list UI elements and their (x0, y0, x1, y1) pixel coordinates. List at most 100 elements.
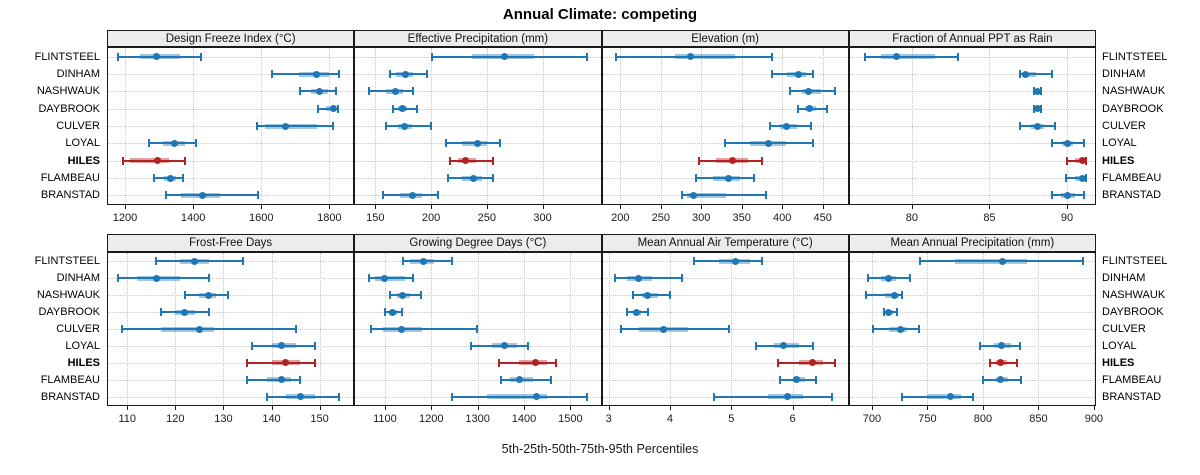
gridline-horizontal (602, 362, 848, 364)
median-dot-hiles (531, 359, 539, 367)
whisker-cap (449, 156, 451, 165)
axis-tick-label: 5 (728, 413, 735, 425)
percentile-range-daybrook (317, 107, 339, 110)
site-label-left-loyal: LOYAL (65, 339, 100, 352)
whisker-cap (147, 139, 150, 148)
median-dot-nashwauk (805, 87, 813, 95)
whisker-cap (497, 358, 500, 367)
axis-tick-label: 1500 (558, 413, 583, 425)
axis-tick (570, 406, 572, 410)
percentile-range-branstad (165, 194, 258, 197)
whisker-cap (1018, 341, 1021, 350)
gridline-horizontal (849, 362, 1095, 364)
whisker-cap (586, 52, 589, 61)
gridline-horizontal (108, 56, 354, 58)
gridline-horizontal (108, 91, 354, 93)
axis-tick (731, 406, 733, 410)
axis-tick (660, 205, 662, 209)
whisker-cap (988, 358, 991, 367)
whisker-cap (900, 291, 903, 300)
panel-strip-label-mean-annual-precipitation-mm: Mean Annual Precipitation (mm) (890, 237, 1055, 249)
axis-tick-label: 400 (773, 212, 792, 224)
whisker-cap (831, 392, 834, 401)
whisker-cap (492, 156, 495, 165)
gridline-horizontal (602, 278, 848, 280)
axis-tick (608, 406, 610, 410)
median-dot-branstad (947, 393, 955, 401)
percentile-range-branstad (681, 194, 766, 197)
site-label-left-flintsteel: FLINTSTEEL (34, 255, 100, 268)
gridline-horizontal (849, 91, 1095, 93)
whisker-cap (810, 122, 813, 130)
median-dot-loyal (998, 342, 1006, 350)
whisker-cap (619, 325, 622, 333)
gridline-horizontal (108, 278, 354, 280)
percentile-range-culver (873, 328, 919, 330)
whisker-cap (555, 358, 558, 367)
whisker-cap (864, 52, 867, 61)
gridline-horizontal (108, 178, 354, 179)
median-dot-dinham (794, 70, 802, 78)
panel-effective-precipitation-mm (354, 47, 602, 205)
axis-tick (486, 205, 488, 209)
percentile-range-culver (770, 125, 812, 127)
gridline-horizontal (849, 295, 1095, 297)
site-label-left-daybrook: DAYBROOK (38, 102, 100, 115)
median-dot-flambeau (166, 174, 174, 182)
axis-tick-label: 3 (605, 413, 612, 425)
axis-tick-label: 850 (1029, 413, 1048, 425)
whisker-cap (117, 52, 120, 61)
whisker-cap (299, 87, 302, 96)
gridline-horizontal (108, 379, 354, 381)
whisker-cap (778, 375, 781, 384)
median-dot-daybrook (1034, 105, 1042, 113)
axis-tick (524, 406, 525, 410)
panel-strip-label-frost-free-days: Frost-Free Days (189, 237, 273, 249)
median-dot-branstad (533, 393, 541, 401)
whisker-cap (872, 325, 875, 333)
whisker-cap (833, 358, 836, 367)
median-dot-flambeau (793, 376, 801, 384)
gridline-horizontal (602, 379, 848, 381)
whisker-cap (680, 191, 683, 200)
whisker-cap (615, 52, 618, 61)
axis-tick-label: 300 (692, 212, 711, 224)
axis-tick (927, 406, 929, 410)
gridline-horizontal (108, 295, 354, 297)
median-dot-loyal (764, 139, 772, 147)
panel-strip-label-effective-precipitation-mm: Effective Precipitation (mm) (407, 32, 549, 45)
whisker-cap (1083, 139, 1086, 148)
axis-tick-label: 1800 (317, 212, 342, 224)
whisker-cap (811, 70, 814, 78)
site-label-left-flambeau: FLAMBEAU (40, 373, 100, 386)
gridline-horizontal (849, 56, 1095, 58)
interquartile-band (130, 158, 170, 164)
whisker-cap (1083, 191, 1086, 200)
axis-tick (193, 205, 195, 209)
percentile-range-hiles (247, 361, 315, 364)
median-dot-nashwauk (205, 291, 213, 299)
whisker-cap (419, 291, 422, 300)
whisker-cap (1019, 122, 1022, 130)
gridline-horizontal (355, 278, 601, 280)
percentile-range-dinham (271, 73, 339, 75)
axis-tick-label: 150 (310, 413, 329, 425)
site-label-right-flintsteel: FLINTSTEEL (1102, 50, 1168, 63)
whisker-cap (370, 325, 372, 333)
whisker-cap (713, 392, 716, 401)
whisker-cap (316, 104, 319, 113)
median-dot-hiles (282, 359, 290, 367)
whisker-cap (194, 139, 197, 148)
percentile-range-flambeau (247, 378, 301, 381)
site-label-left-daybrook: DAYBROOK (38, 306, 100, 319)
whisker-cap (159, 308, 162, 317)
axis-tick-label: 85 (983, 212, 996, 224)
axis-tick-label: 140 (262, 413, 281, 425)
median-dot-flambeau (725, 174, 733, 182)
axis-tick-label: 1600 (249, 212, 274, 224)
panel-design-freeze-index-c (107, 47, 355, 205)
whisker-cap (900, 392, 903, 401)
axis-tick (989, 205, 991, 209)
percentile-range-culver (122, 328, 296, 330)
